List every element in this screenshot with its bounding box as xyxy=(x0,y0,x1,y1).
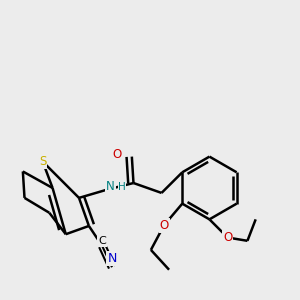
Text: N: N xyxy=(107,253,117,266)
Text: H: H xyxy=(118,182,126,192)
Text: O: O xyxy=(160,219,169,232)
Text: S: S xyxy=(39,155,46,168)
Text: O: O xyxy=(223,231,232,244)
Text: N: N xyxy=(106,181,115,194)
Text: C: C xyxy=(98,236,106,246)
Text: O: O xyxy=(112,148,122,161)
